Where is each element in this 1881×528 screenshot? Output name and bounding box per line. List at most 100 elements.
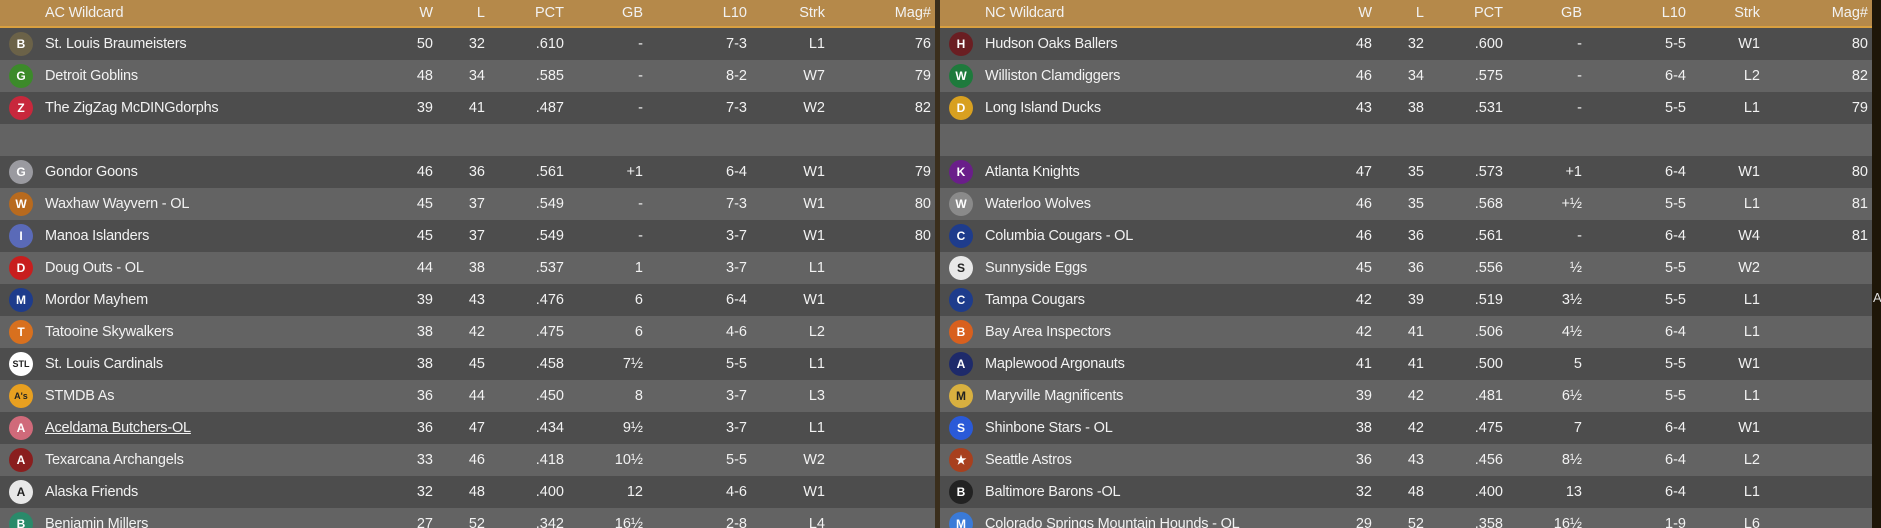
team-name-link[interactable]: Seattle Astros (985, 452, 1072, 468)
column-header-l10[interactable]: L10 (722, 5, 747, 21)
team-name-link[interactable]: St. Louis Braumeisters (45, 36, 187, 52)
team-name-link[interactable]: Waxhaw Wayvern - OL (45, 196, 190, 212)
cell-gb: 8½ (1561, 452, 1582, 468)
table-row[interactable]: S Shinbone Stars - OL 38 42 .475 7 6-4 W1 (940, 412, 1872, 444)
table-row[interactable]: A Alaska Friends 32 48 .400 12 4-6 W1 (0, 476, 935, 508)
cell-mag: 79 (914, 164, 931, 180)
cell-pct: .575 (1474, 68, 1503, 84)
team-name-link[interactable]: Doug Outs - OL (45, 260, 144, 276)
table-row[interactable]: M Maryville Magnificents 39 42 .481 6½ 5-5 L1 (940, 380, 1872, 412)
column-header-pct[interactable]: PCT (535, 5, 564, 21)
column-header-l10[interactable]: L10 (1661, 5, 1686, 21)
team-name-link[interactable]: Sunnyside Eggs (985, 260, 1087, 276)
cell-strk: W1 (803, 292, 825, 308)
cell-pct: .476 (535, 292, 564, 308)
team-name-link[interactable]: Williston Clamdiggers (985, 68, 1121, 84)
table-row[interactable]: A Texarcana Archangels 33 46 .418 10½ 5-5 W2 (0, 444, 935, 476)
column-header-pct[interactable]: PCT (1474, 5, 1503, 21)
cell-pct: .600 (1474, 36, 1503, 52)
team-name-link[interactable]: Hudson Oaks Ballers (985, 36, 1118, 52)
cell-l: 42 (1407, 420, 1424, 436)
team-name-link[interactable]: St. Louis Cardinals (45, 356, 163, 372)
cell-l: 36 (1407, 260, 1424, 276)
team-name-link[interactable]: Bay Area Inspectors (985, 324, 1111, 340)
team-name-link[interactable]: Tampa Cougars (985, 292, 1085, 308)
table-row[interactable]: C Tampa Cougars 42 39 .519 3½ 5-5 L1 (940, 284, 1872, 316)
table-row[interactable]: K Atlanta Knights 47 35 .573 +1 6-4 W1 80 (940, 156, 1872, 188)
table-row[interactable]: G Detroit Goblins 48 34 .585 - 8-2 W7 79 (0, 60, 935, 92)
table-row[interactable]: G Gondor Goons 46 36 .561 +1 6-4 W1 79 (0, 156, 935, 188)
column-header-gb[interactable]: GB (622, 5, 643, 21)
team-name-link[interactable]: Maryville Magnificents (985, 388, 1124, 404)
team-name-link[interactable]: The ZigZag McDINGdorphs (45, 100, 219, 116)
table-row[interactable]: W Waterloo Wolves 46 35 .568 +½ 5-5 L1 81 (940, 188, 1872, 220)
table-row[interactable]: M Mordor Mayhem 39 43 .476 6 6-4 W1 (0, 284, 935, 316)
column-header-gb[interactable]: GB (1561, 5, 1582, 21)
cell-gb: - (638, 36, 643, 52)
team-name-link[interactable]: STMDB As (45, 388, 115, 404)
cell-gb: +½ (1561, 196, 1582, 212)
cell-l: 42 (1407, 388, 1424, 404)
team-name-link[interactable]: Waterloo Wolves (985, 196, 1091, 212)
team-name-link[interactable]: Long Island Ducks (985, 100, 1101, 116)
table-row[interactable]: T Tatooine Skywalkers 38 42 .475 6 4-6 L2 (0, 316, 935, 348)
table-row[interactable]: B Baltimore Barons -OL 32 48 .400 13 6-4 L1 (940, 476, 1872, 508)
table-row[interactable]: M Colorado Springs Mountain Hounds - OL 29… (940, 508, 1872, 528)
cell-l: 38 (468, 260, 485, 276)
table-row[interactable]: H Hudson Oaks Ballers 48 32 .600 - 5-5 W1 80 (940, 28, 1872, 60)
cell-mag: 81 (1851, 196, 1868, 212)
team-name-link[interactable]: Shinbone Stars - OL (985, 420, 1113, 436)
team-name-link[interactable]: Texarcana Archangels (45, 452, 184, 468)
table-header: NC Wildcard W L PCT GB L10 Strk Mag# (940, 0, 1872, 28)
column-header-mag[interactable]: Mag# (894, 5, 931, 21)
team-name-link[interactable]: Benjamin Millers (45, 516, 149, 528)
table-row[interactable]: STL St. Louis Cardinals 38 45 .458 7½ 5-5 L1 (0, 348, 935, 380)
table-row[interactable]: D Doug Outs - OL 44 38 .537 1 3-7 L1 (0, 252, 935, 284)
column-header-strk[interactable]: Strk (799, 5, 825, 21)
table-row[interactable]: B Benjamin Millers 27 52 .342 16½ 2-8 L4 (0, 508, 935, 528)
cell-gb: +1 (1565, 164, 1582, 180)
team-name-link[interactable]: Tatooine Skywalkers (45, 324, 174, 340)
column-header-l[interactable]: L (476, 5, 485, 21)
cell-l: 47 (468, 420, 485, 436)
team-name-link[interactable]: Mordor Mayhem (45, 292, 148, 308)
table-row[interactable]: Z The ZigZag McDINGdorphs 39 41 .487 - 7-3 W2 82 (0, 92, 935, 124)
team-name-link[interactable]: Columbia Cougars - OL (985, 228, 1134, 244)
table-row[interactable]: B St. Louis Braumeisters 50 32 .610 - 7-3 L1 76 (0, 28, 935, 60)
table-row[interactable]: ★ Seattle Astros 36 43 .456 8½ 6-4 L2 (940, 444, 1872, 476)
cell-l: 41 (1407, 324, 1424, 340)
table-row[interactable]: A's STMDB As 36 44 .450 8 3-7 L3 (0, 380, 935, 412)
column-header-strk[interactable]: Strk (1734, 5, 1760, 21)
table-row[interactable]: C Columbia Cougars - OL 46 36 .561 - 6-4 W4 81 (940, 220, 1872, 252)
team-name-link[interactable]: Gondor Goons (45, 164, 138, 180)
table-row[interactable]: S Sunnyside Eggs 45 36 .556 ½ 5-5 W2 (940, 252, 1872, 284)
table-row[interactable]: A Maplewood Argonauts 41 41 .500 5 5-5 W1 (940, 348, 1872, 380)
team-logo-icon: C (949, 288, 973, 312)
team-name-link[interactable]: Manoa Islanders (45, 228, 150, 244)
column-header-mag[interactable]: Mag# (1831, 5, 1868, 21)
cell-pct: .549 (535, 196, 564, 212)
team-name-link[interactable]: Atlanta Knights (985, 164, 1080, 180)
team-name-link[interactable]: Alaska Friends (45, 484, 139, 500)
table-row[interactable]: W Williston Clamdiggers 46 34 .575 - 6-4 L2 82 (940, 60, 1872, 92)
cell-w: 43 (1355, 100, 1372, 116)
table-row[interactable]: A Aceldama Butchers-OL 36 47 .434 9½ 3-7 L1 (0, 412, 935, 444)
team-name-link[interactable]: Colorado Springs Mountain Hounds - OL (985, 516, 1240, 528)
column-header-l[interactable]: L (1415, 5, 1424, 21)
team-name-link[interactable]: Aceldama Butchers-OL (45, 420, 191, 436)
header-title[interactable]: NC Wildcard (985, 5, 1065, 21)
table-row[interactable]: D Long Island Ducks 43 38 .531 - 5-5 L1 79 (940, 92, 1872, 124)
header-title[interactable]: AC Wildcard (45, 5, 124, 21)
column-header-w[interactable]: W (419, 5, 433, 21)
team-name-link[interactable]: Baltimore Barons -OL (985, 484, 1121, 500)
team-name-link[interactable]: Detroit Goblins (45, 68, 138, 84)
cell-l: 35 (1407, 196, 1424, 212)
team-name-link[interactable]: Maplewood Argonauts (985, 356, 1125, 372)
table-row[interactable]: I Manoa Islanders 45 37 .549 - 3-7 W1 80 (0, 220, 935, 252)
table-row[interactable]: W Waxhaw Wayvern - OL 45 37 .549 - 7-3 W1 80 (0, 188, 935, 220)
cell-strk: L6 (1743, 516, 1760, 528)
table-row[interactable]: B Bay Area Inspectors 42 41 .506 4½ 6-4 L1 (940, 316, 1872, 348)
cell-mag: 80 (914, 228, 931, 244)
column-header-w[interactable]: W (1358, 5, 1372, 21)
cell-w: 32 (416, 484, 433, 500)
